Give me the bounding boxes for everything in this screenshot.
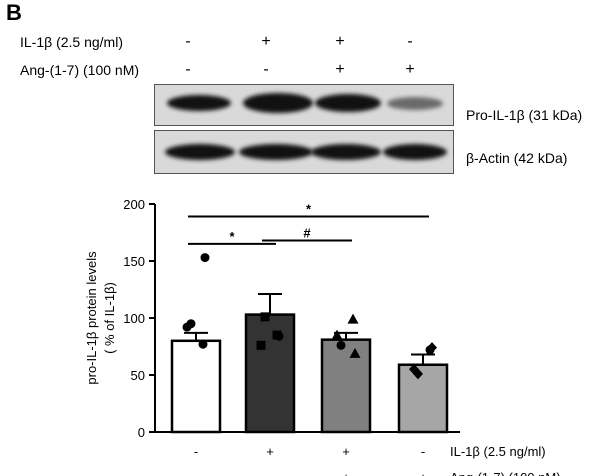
y-tick-label: 50 [131,368,145,383]
bar [320,338,372,434]
data-point [413,368,423,380]
y-axis-label: pro-IL-1β protein levels [84,251,99,385]
data-point [256,340,266,350]
x-treatment-sign: - [268,470,272,476]
significance-label: # [303,225,311,240]
band [315,94,381,112]
bar-chart: 0 50 100 150 200 pro-IL-1β protein levels( % … [84,197,561,476]
y-tick-label: 200 [123,197,145,212]
significance-label: * [229,229,235,244]
treatment-sign: - [185,33,191,50]
bar [170,339,222,434]
band [311,144,381,160]
x-treatment-sign: + [342,444,350,459]
y-tick-label: 0 [138,425,145,440]
band [167,95,231,111]
treatment-sign: + [261,33,271,50]
data-point [336,340,346,350]
data-point [200,253,210,263]
y-axis-label-unit: ( % of IL-1β) [102,282,117,354]
band [387,97,443,110]
panel-label: B [6,0,22,25]
x-treatment-label: Ang-(1-7) (100 nM) [450,470,561,476]
band [165,144,235,160]
treatment-sign: + [335,33,345,50]
data-point [260,312,270,322]
blot-label-beta-actin: β-Actin (42 kDa) [466,150,568,166]
y-tick-label: 100 [123,311,145,326]
x-treatment-sign: - [194,444,198,459]
x-treatment-sign: + [266,444,274,459]
blot-pro-il1b [154,84,454,126]
band [239,144,313,160]
data-point [427,342,437,354]
data-point [198,339,208,349]
x-treatment-label: IL-1β (2.5 ng/ml) [450,444,546,459]
x-treatment-sign: - [194,470,198,476]
band [243,93,313,113]
x-treatment-sign: + [419,470,427,476]
treatment-sign: + [405,61,415,78]
treatment-sign: - [185,61,191,78]
blot-label-pro-il1b: Pro-IL-1β (31 kDa) [466,107,583,123]
band [383,144,447,160]
bar [244,313,296,434]
significance-label: * [306,202,312,217]
data-point [331,329,343,340]
blot-beta-actin [154,130,454,174]
data-point [272,330,282,340]
treatment-row-label-ang: Ang-(1-7) (100 nM) [20,62,140,78]
data-point [186,319,196,329]
y-tick-label: 150 [123,254,145,269]
data-point [347,313,359,324]
data-point [349,347,361,358]
treatment-row-label-il1b: IL-1β (2.5 ng/ml) [20,34,123,50]
bar [397,363,449,434]
x-treatment-sign: - [421,444,425,459]
treatment-sign: - [407,33,413,50]
x-treatment-sign: + [342,470,350,476]
treatment-sign: + [335,61,345,78]
treatment-sign: - [263,61,269,78]
